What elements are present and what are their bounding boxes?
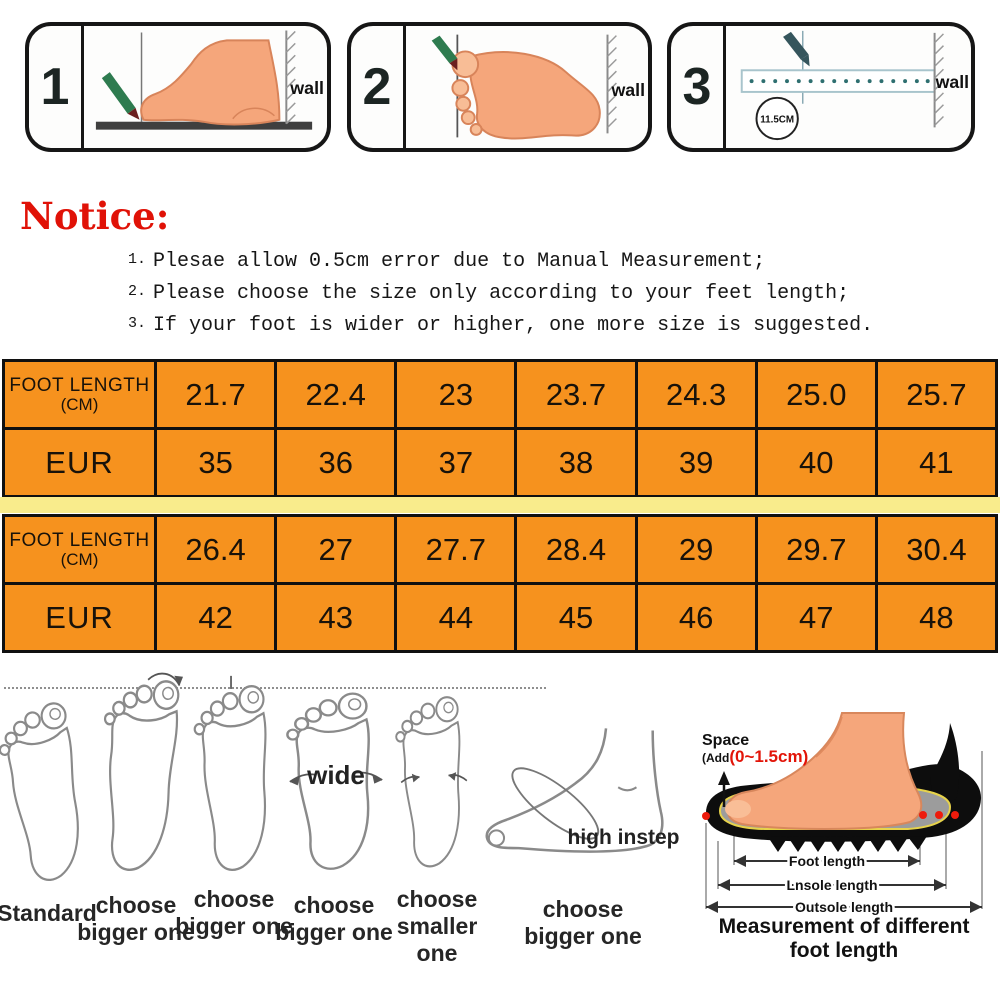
ruler-measure-icon: 11.5CM wall [740,30,969,141]
table-row: FOOT LENGTH (CM) 21.7 22.4 23 23.7 24.3 … [2,359,999,430]
eur-size-cell: 37 [394,427,518,498]
row-header-foot-length: FOOT LENGTH (CM) [2,359,157,430]
eur-size-cell: 47 [754,582,878,653]
row-header-eur: EUR [2,582,157,653]
eur-size-cell: 36 [274,427,398,498]
eur-size-cell: 48 [874,582,999,653]
wall-label: wall [935,72,969,92]
table-row: FOOT LENGTH (CM) 26.4 27 27.7 28.4 29 29… [2,514,999,585]
step-number: 3 [671,26,726,148]
ruler-value-label: 11.5CM [760,114,794,125]
eur-size-cell: 45 [514,582,638,653]
eur-size-cell: 41 [874,427,999,498]
measure-step-panel-2: 2 wall [347,22,652,152]
foot-figure-long-big-toe [94,666,190,891]
eur-size-cell: 43 [274,582,398,653]
notice-item-number: 1. [128,251,147,268]
yellow-divider [0,497,1000,513]
foot-figure-label: choose smaller one [396,886,478,966]
foot-length-cell: 27.7 [394,514,518,585]
space-allowance-label: Space (Add(0~1.5cm) [702,733,808,766]
notice-item: 1. Plesae allow 0.5cm error due to Manual… [128,246,873,278]
foot-figure-label: Standard [0,900,97,926]
foot-length-cell: 22.4 [274,359,398,430]
notice-item: 3. If your foot is wider or higher, one m… [128,310,873,342]
foot-figure-high-instep: high instep [466,724,680,882]
space-prefix: (Add [702,751,730,765]
notice-item: 2. Please choose the size only according … [128,278,873,310]
foot-figure-wide: wide [282,682,390,887]
foot-figure-label: choose bigger one [275,892,393,945]
eur-size-cell: 40 [754,427,878,498]
step-3-illustration: 11.5CM wall [726,26,971,148]
header-line2: (CM) [60,395,99,414]
size-table-eur-35-41: FOOT LENGTH (CM) 21.7 22.4 23 23.7 24.3 … [2,359,999,498]
foot-length-cell: 23 [394,359,518,430]
high-instep-annotation: high instep [567,826,680,849]
step-number: 2 [351,26,406,148]
header-line2: (CM) [60,550,99,569]
foot-length-cell: 23.7 [514,359,638,430]
measure-step-panel-3: 3 11.5CM [667,22,975,152]
row-header-foot-length: FOOT LENGTH (CM) [2,514,157,585]
step-2-illustration: wall [406,26,648,148]
foot-figure-label: choose bigger one [77,892,195,945]
foot-length-cell: 24.3 [634,359,758,430]
foot-length-arrow-label: Foot length [789,853,865,869]
notice-item-text: If your foot is wider or higher, one mor… [153,314,874,337]
foot-top-measure-icon: wall [431,34,645,140]
step-1-illustration: wall [84,26,327,148]
eur-size-cell: 39 [634,427,758,498]
size-table-eur-42-48: FOOT LENGTH (CM) 26.4 27 27.7 28.4 29 29… [2,514,999,653]
foot-figure-standard [0,693,94,898]
outsole-length-arrow-label: Outsole length [795,899,893,915]
wall-label: wall [289,78,324,98]
notice-item-text: Please choose the size only according to… [153,282,850,305]
space-title: Space [702,732,750,749]
measure-step-panel-1: 1 wall [25,22,331,152]
shoe-foot-measurement-icon: Foot length Lnsole length Outsole length [702,712,983,915]
foot-figure-label: choose bigger one [175,886,293,939]
foot-side-measure-icon: wall [95,30,324,130]
eur-size-cell: 38 [514,427,638,498]
foot-length-cell: 27 [274,514,398,585]
insole-length-arrow-label: Lnsole length [787,877,878,893]
space-value: (0~1.5cm) [729,747,809,766]
foot-length-cell: 29 [634,514,758,585]
foot-figure-label: choose bigger one [524,896,642,949]
eur-size-cell: 42 [153,582,278,653]
eur-size-cell: 35 [153,427,278,498]
measurement-diagram: Foot length Lnsole length Outsole length… [698,695,990,963]
table-row: EUR 35 36 37 38 39 40 41 [2,427,999,498]
foot-length-cell: 25.0 [754,359,878,430]
foot-figure-narrow [392,686,476,884]
measurement-caption: Measurement of different foot length [718,915,970,962]
foot-length-cell: 26.4 [153,514,278,585]
notice-item-number: 2. [128,283,147,300]
foot-length-cell: 28.4 [514,514,638,585]
foot-length-cell: 29.7 [754,514,878,585]
eur-size-cell: 44 [394,582,518,653]
foot-figure-long-second-toe [190,674,284,889]
row-header-eur: EUR [2,427,157,498]
foot-length-cell: 25.7 [874,359,999,430]
step-number: 1 [29,26,84,148]
table-row: EUR 42 43 44 45 46 47 48 [2,582,999,653]
header-line1: FOOT LENGTH [9,375,150,396]
wide-annotation: wide [307,760,365,790]
header-line1: FOOT LENGTH [9,530,150,551]
notice-list: 1. Plesae allow 0.5cm error due to Manual… [128,246,873,342]
notice-item-text: Plesae allow 0.5cm error due to Manual M… [153,250,766,273]
eur-size-cell: 46 [634,582,758,653]
foot-length-cell: 30.4 [874,514,999,585]
toe-guide-dotted-line [4,687,546,689]
foot-length-cell: 21.7 [153,359,278,430]
notice-title: Notice: [20,194,170,238]
notice-item-number: 3. [128,315,147,332]
wall-label: wall [610,80,645,100]
